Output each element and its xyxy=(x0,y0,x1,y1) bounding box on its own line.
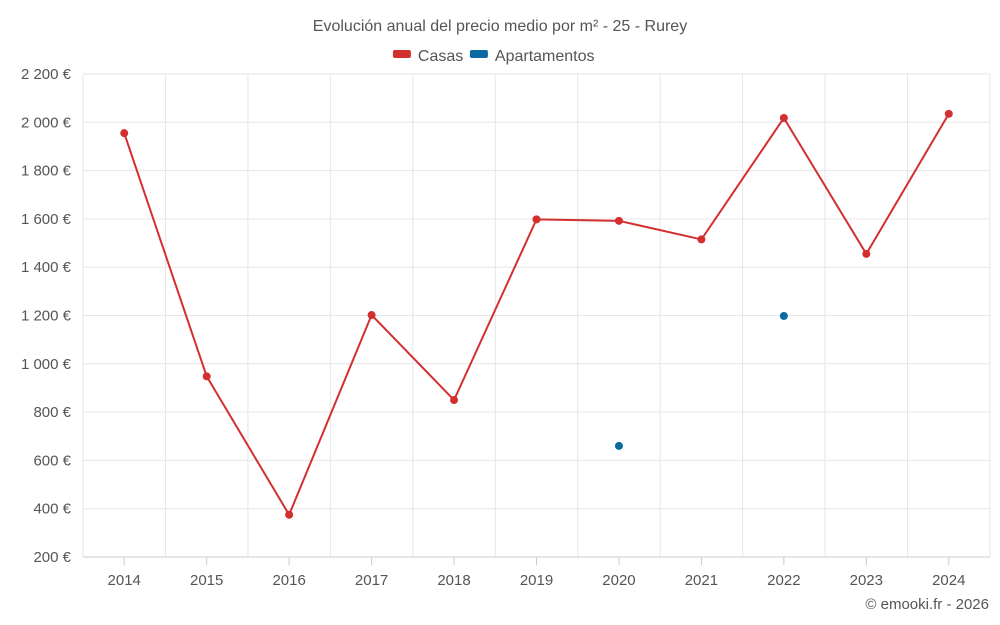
data-point-casas-2016[interactable] xyxy=(285,510,294,519)
y-tick-label: 800 € xyxy=(33,404,71,421)
legend: Casas Apartamentos xyxy=(392,48,595,65)
y-tick-label: 1 200 € xyxy=(21,308,72,325)
x-tick-label: 2018 xyxy=(437,572,470,589)
y-tick-label: 1 000 € xyxy=(21,356,72,373)
legend-label-casas[interactable]: Casas xyxy=(418,48,463,65)
x-axis-ticks: 2014 2015 2016 2017 2018 2019 2020 2021 2022 2023… xyxy=(108,557,965,589)
x-tick-label: 2016 xyxy=(272,572,305,589)
data-point-casas-2020[interactable] xyxy=(614,216,623,225)
data-point-casas-2019[interactable] xyxy=(532,215,541,224)
data-point-casas-2023[interactable] xyxy=(862,249,871,258)
y-tick-label: 2 200 € xyxy=(21,66,72,83)
chart-title: Evolución anual del precio medio por m² … xyxy=(313,18,687,35)
legend-label-apartamentos[interactable]: Apartamentos xyxy=(495,48,595,65)
grid xyxy=(82,73,991,558)
data-point-casas-2015[interactable] xyxy=(202,372,211,381)
y-tick-label: 1 800 € xyxy=(21,163,72,180)
data-point-casas-2017[interactable] xyxy=(367,311,376,320)
legend-swatch-casas xyxy=(392,50,411,58)
data-point-casas-2024[interactable] xyxy=(944,109,953,118)
x-tick-label: 2015 xyxy=(190,572,223,589)
y-tick-label: 1 600 € xyxy=(21,211,72,228)
data-point-apartamentos-2020[interactable] xyxy=(614,441,623,450)
x-tick-label: 2024 xyxy=(932,572,965,589)
legend-swatch-apartamentos xyxy=(469,50,488,58)
y-tick-label: 1 400 € xyxy=(21,259,72,276)
x-tick-label: 2014 xyxy=(108,572,141,589)
y-tick-label: 600 € xyxy=(33,452,71,469)
y-tick-label: 400 € xyxy=(33,501,71,518)
data-point-casas-2014[interactable] xyxy=(120,129,129,138)
data-point-apartamentos-2022[interactable] xyxy=(779,311,788,320)
x-tick-label: 2017 xyxy=(355,572,388,589)
data-point-casas-2018[interactable] xyxy=(450,396,459,405)
y-tick-label: 200 € xyxy=(33,549,71,566)
data-point-casas-2022[interactable] xyxy=(779,113,788,122)
series-layer xyxy=(120,109,953,519)
credit-text: © emooki.fr - 2026 xyxy=(865,596,989,613)
x-tick-label: 2021 xyxy=(685,572,718,589)
data-point-casas-2021[interactable] xyxy=(697,235,706,244)
x-tick-label: 2023 xyxy=(850,572,883,589)
x-tick-label: 2020 xyxy=(602,572,635,589)
x-tick-label: 2022 xyxy=(767,572,800,589)
y-axis-ticks: 200 € 400 € 600 € 800 € 1 000 € 1 200 € 1 400 … xyxy=(21,66,72,566)
x-tick-label: 2019 xyxy=(520,572,553,589)
y-tick-label: 2 000 € xyxy=(21,114,72,131)
